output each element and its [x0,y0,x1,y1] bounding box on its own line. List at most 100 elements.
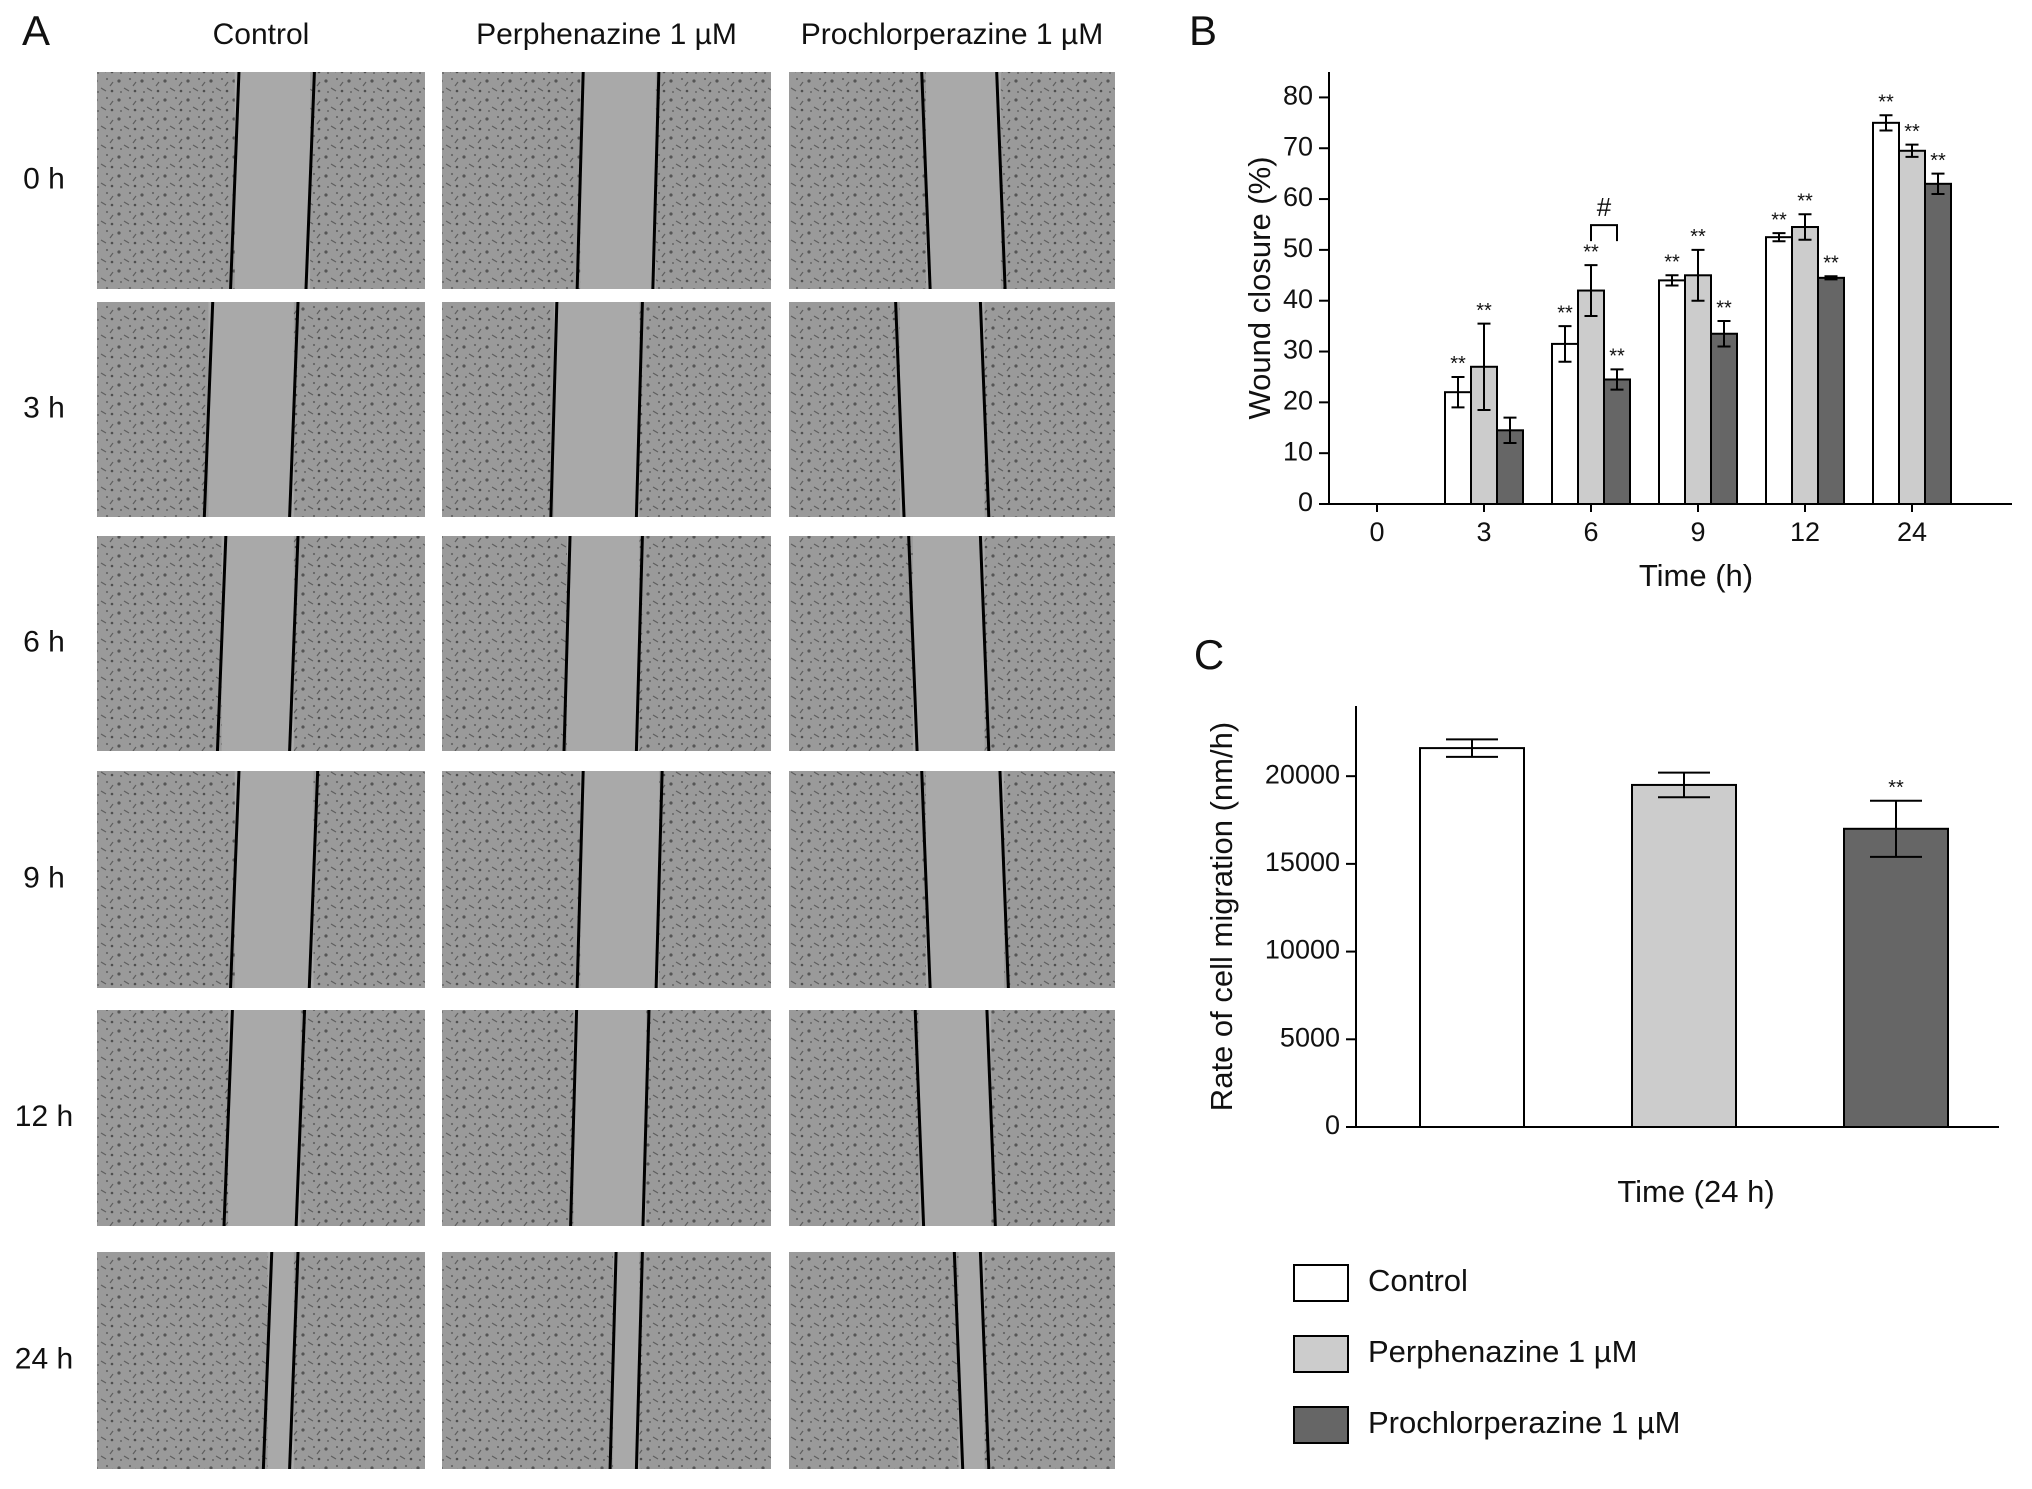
y-tick-label: 50 [1283,233,1313,263]
wound-edge [913,1009,926,1227]
wound-edge [288,535,300,752]
y-axis-label: Wound closure (%) [1242,156,1277,419]
wound-edge [952,1251,965,1470]
wound-area [228,1010,301,1226]
significance-label: ** [1583,241,1599,263]
wound-edge [995,71,1007,290]
row-label: 6 h [23,625,65,658]
wound-edge [202,301,215,518]
wound-area [613,1252,640,1469]
error-bar [1691,248,1705,302]
bar [1843,827,1949,1129]
error-bar [1610,368,1624,391]
wound-area [919,1010,992,1226]
wound-area [580,771,660,988]
error-bar [1717,320,1731,348]
significance-label: ** [1878,91,1894,113]
bracket [1590,224,1618,242]
wound-area [267,1252,294,1469]
y-tick-label: 60 [1283,182,1313,212]
y-tick-label: 15000 [1265,847,1340,877]
y-tick-label: 10 [1283,436,1313,466]
y-tick-label: 0 [1325,1110,1340,1140]
wound-edge [229,71,241,290]
wound-area [958,1252,985,1469]
significance-label: ** [1450,353,1466,375]
y-tick-label: 10000 [1265,935,1340,965]
micrograph [97,1252,425,1469]
bar [1658,279,1686,505]
error-bar [1451,375,1465,409]
significance-label: ** [1609,346,1625,368]
bar [1631,783,1737,1128]
row-label: 12 h [15,1100,73,1133]
error-bar [1824,275,1838,281]
column-label: Control [213,18,310,51]
legend-label: Control [1368,1263,1468,1298]
x-tick-label: 3 [1476,517,1491,547]
wound-area [573,1010,646,1226]
wound-edge [575,770,585,989]
y-tick-label: 70 [1283,131,1313,161]
bar [1551,342,1579,505]
wound-edge [569,1009,579,1227]
wound-edge [978,301,991,518]
wound-edge [978,535,991,752]
wound-edge [920,770,932,989]
x-tick-label: 9 [1690,517,1705,547]
bar [1577,289,1605,505]
error-bar [1584,264,1598,317]
wound-edge [978,1251,991,1470]
error-bar [1905,143,1919,158]
row-label: 9 h [23,861,65,894]
wound-area [899,302,985,517]
x-tick-label: 12 [1790,517,1820,547]
error-bar [1558,325,1572,363]
y-tick-label: 5000 [1280,1022,1340,1052]
wound-area [925,771,1005,988]
x-axis-label: Time (h) [1639,558,1753,593]
significance-label: ** [1690,226,1706,248]
panel-label: A [22,7,50,54]
bar [1444,391,1472,505]
bar [1898,149,1926,506]
x-tick-label: 24 [1897,517,1927,547]
micrograph [789,1252,1115,1469]
error-bar [1477,322,1491,411]
bar [1684,274,1712,506]
wound-edge [288,1251,300,1470]
wound-edge [562,535,572,752]
wound-area [208,302,294,517]
error-bar [1658,771,1710,799]
significance-label: ** [1557,302,1573,324]
wound-edge [294,1009,307,1227]
wound-edge [304,71,316,290]
micrograph [442,1252,771,1469]
panel-label: B [1189,7,1217,54]
wound-edge [634,1251,644,1470]
bar [1419,747,1525,1128]
wound-edge [215,535,228,752]
bar [1603,378,1631,506]
legend-label: Prochlorperazine 1 µM [1368,1405,1681,1440]
error-bar [1870,799,1922,858]
y-axis-label: Rate of cell migration (nm/h) [1204,722,1239,1111]
wound-area [234,72,311,289]
legend-swatch [1293,1335,1349,1373]
y-tick-label: 80 [1283,81,1313,111]
wound-edge [998,770,1010,989]
significance-label: ** [1716,297,1732,319]
wound-edge [634,535,644,752]
error-bar [1446,738,1498,758]
significance-label: ** [1888,777,1904,799]
bar [1924,182,1952,505]
wound-edge [549,301,559,518]
column-label: Perphenazine 1 µM [476,18,737,51]
wound-area [912,536,985,751]
wound-edge [894,301,906,518]
wound-area [234,771,314,988]
error-bar [1772,232,1786,243]
legend-swatch [1293,1406,1349,1444]
y-tick-label: 0 [1298,487,1313,517]
